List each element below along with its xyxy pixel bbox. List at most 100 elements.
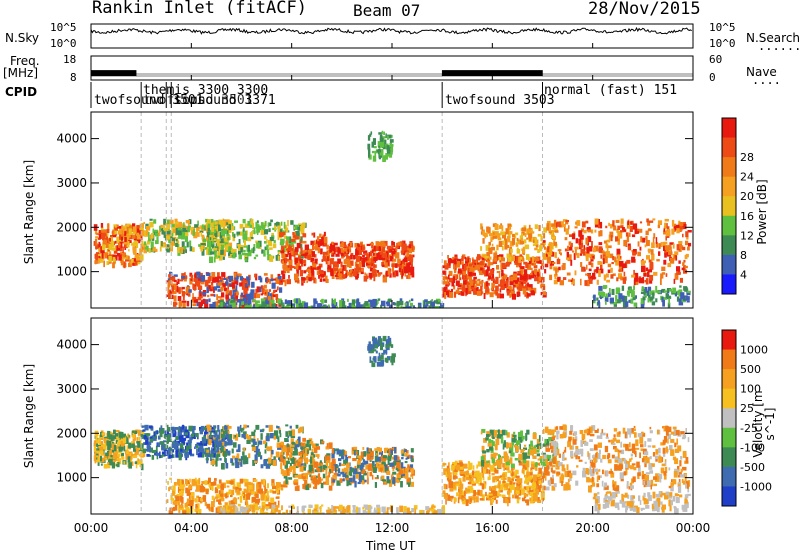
data-cell [546, 256, 552, 264]
data-cell [121, 236, 123, 241]
data-cell [228, 229, 232, 233]
data-cell [388, 449, 391, 456]
data-cell [253, 435, 256, 440]
data-cell [133, 446, 137, 452]
data-cell [307, 274, 311, 278]
data-cell [132, 438, 135, 442]
data-cell [647, 269, 653, 273]
data-cell [676, 244, 681, 251]
data-cell [221, 431, 223, 434]
data-cell [357, 455, 361, 459]
data-cell [675, 255, 678, 261]
data-cell [216, 294, 218, 301]
data-cell [557, 276, 561, 282]
data-cell [576, 252, 580, 258]
data-cell [385, 344, 390, 349]
data-cell [292, 265, 295, 269]
data-cell [489, 262, 494, 266]
data-cell [492, 232, 496, 236]
data-cell [120, 259, 124, 266]
data-cell [496, 244, 499, 251]
data-cell [181, 449, 185, 453]
data-cell [218, 305, 220, 308]
data-cell [373, 274, 376, 282]
data-cell [224, 510, 228, 514]
data-cell [377, 298, 381, 301]
data-cell [410, 455, 413, 462]
data-cell [339, 478, 343, 483]
data-cell [210, 453, 214, 458]
data-cell [445, 276, 449, 280]
data-cell [399, 241, 404, 247]
data-cell [148, 441, 152, 445]
data-cell [236, 233, 239, 237]
data-cell [457, 258, 461, 261]
data-cell [600, 254, 602, 259]
data-cell [244, 239, 246, 247]
data-cell [315, 244, 318, 249]
data-cell [606, 279, 610, 283]
data-cell [506, 290, 510, 296]
data-cell [534, 224, 538, 229]
data-cell [213, 461, 216, 465]
data-cell [343, 241, 347, 246]
cpid-program: themis 3300 3300 [143, 83, 269, 98]
data-cell [108, 441, 112, 447]
data-cell [316, 446, 320, 450]
data-cell [214, 426, 216, 430]
data-cell [602, 251, 606, 255]
data-cell [573, 253, 576, 260]
data-cell [365, 464, 369, 470]
data-cell [371, 512, 376, 514]
data-cell [662, 242, 666, 246]
data-cell [240, 292, 244, 298]
data-cell [164, 434, 167, 440]
data-cell [405, 467, 409, 472]
data-cell [332, 474, 336, 478]
data-cell [385, 153, 388, 160]
data-cell [660, 241, 663, 248]
data-cell [651, 301, 656, 306]
data-cell [253, 292, 257, 299]
data-cell [113, 445, 117, 452]
data-cell [435, 298, 441, 302]
data-cell [601, 292, 606, 297]
data-cell [196, 495, 200, 498]
data-cell [287, 220, 289, 227]
data-cell [227, 236, 230, 241]
data-cell [259, 305, 262, 308]
data-cell [99, 450, 104, 455]
data-cell [334, 509, 337, 513]
data-cell [376, 453, 378, 456]
data-cell [179, 495, 183, 503]
data-cell [312, 263, 317, 268]
data-cell [289, 462, 292, 468]
data-cell [653, 271, 658, 276]
data-cell [207, 426, 212, 431]
data-cell [347, 505, 351, 509]
data-cell [519, 274, 523, 280]
data-cell [641, 286, 645, 291]
data-cell [251, 248, 253, 254]
data-cell [365, 507, 369, 510]
data-cell [406, 477, 411, 483]
data-cell [106, 239, 110, 244]
data-cell [122, 437, 127, 444]
data-cell [519, 239, 524, 245]
data-cell [509, 231, 513, 235]
data-cell [127, 454, 130, 457]
data-cell [281, 231, 286, 236]
data-cell [389, 462, 394, 467]
data-cell [127, 231, 129, 237]
data-cell [207, 223, 211, 228]
data-cell [366, 447, 369, 452]
data-cell [184, 451, 189, 458]
data-cell [219, 277, 224, 281]
data-cell [244, 301, 248, 305]
data-cell [331, 452, 335, 459]
data-cell [320, 299, 323, 302]
data-cell [196, 445, 199, 449]
data-cell [492, 273, 494, 279]
data-cell [237, 497, 240, 500]
data-cell [166, 222, 170, 230]
